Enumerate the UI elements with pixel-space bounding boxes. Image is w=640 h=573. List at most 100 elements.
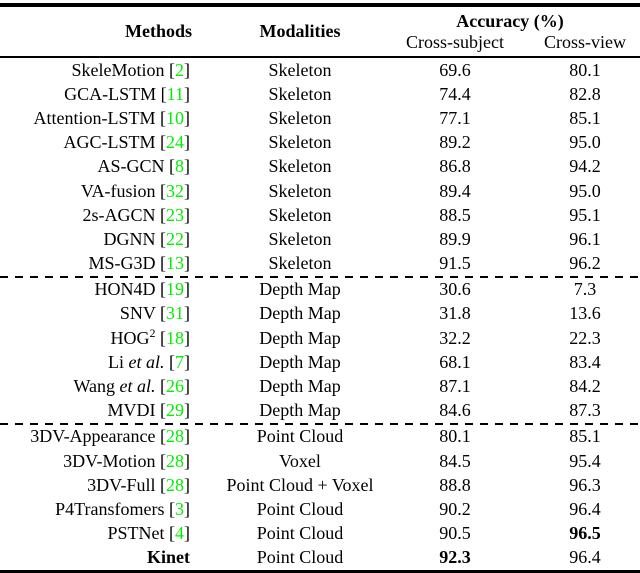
method-name: P4Transfomers [55, 498, 165, 519]
method-cell: MVDI [29] [107, 400, 191, 421]
cross-view-value: 95.0 [569, 132, 601, 153]
method-name: HON4D [94, 279, 156, 300]
cross-view-value: 85.1 [569, 426, 601, 447]
table-row: AGC-LSTM [24] Skeleton 89.2 95.0 [0, 131, 640, 155]
table-header-rule [0, 56, 640, 58]
cross-view-value: 94.2 [569, 156, 601, 177]
citation-ref[interactable]: 23 [166, 204, 184, 225]
table-group: 3DV-Appearance [28] Point Cloud 80.1 85.1 3D… [0, 425, 640, 570]
method-cell: 3DV-Appearance [28] [30, 426, 190, 447]
et-al-text: et al. [115, 376, 156, 397]
cross-view-value: 80.1 [569, 59, 601, 80]
method-name: SNV [119, 303, 156, 324]
citation-ref[interactable]: 11 [166, 83, 184, 104]
cross-view-value: 96.3 [569, 474, 601, 495]
table-header: Methods Modalities Accuracy (%) Cross-su… [0, 7, 640, 56]
citation-ref[interactable]: 4 [175, 523, 184, 544]
modality-cell: Point Cloud [256, 426, 344, 447]
method-name: 3DV-Full [87, 474, 156, 495]
cross-subject-value: 69.6 [439, 59, 471, 80]
citation-ref[interactable]: 32 [166, 180, 184, 201]
cross-subject-value: 89.4 [439, 180, 471, 201]
method-cell: SkeleMotion [2] [71, 59, 191, 80]
cross-view-value: 95.0 [569, 180, 601, 201]
method-cell: HOG2 [18] [110, 325, 191, 348]
modality-cell: Depth Map [259, 351, 341, 372]
citation-ref[interactable]: 2 [175, 59, 184, 80]
method-name: 3DV-Motion [63, 450, 156, 471]
method-name: Attention-LSTM [33, 107, 156, 128]
method-cell: 3DV-Full [28] [87, 474, 190, 495]
table-row: Wang et al. [26] Depth Map 87.1 84.2 [0, 374, 640, 398]
citation-ref[interactable]: 22 [166, 228, 184, 249]
citation-ref[interactable]: 28 [166, 450, 184, 471]
table-row: SkeleMotion [2] Skeleton 69.6 80.1 [0, 58, 640, 82]
modality-cell: Skeleton [268, 59, 332, 80]
citation-ref[interactable]: 3 [175, 498, 184, 519]
cross-view-value: 84.2 [569, 376, 601, 397]
table-row: 3DV-Appearance [28] Point Cloud 80.1 85.1 [0, 425, 640, 449]
table-row: HON4D [19] Depth Map 30.6 7.3 [0, 278, 640, 302]
cross-subject-value: 77.1 [439, 107, 471, 128]
table-row: MVDI [29] Depth Map 84.6 87.3 [0, 399, 640, 423]
citation-ref[interactable]: 29 [166, 400, 184, 421]
cross-view-value: 13.6 [569, 303, 601, 324]
modality-cell: Voxel [279, 450, 321, 471]
table-row: Attention-LSTM [10] Skeleton 77.1 85.1 [0, 106, 640, 130]
method-cell: PSTNet [4] [107, 523, 190, 544]
citation-ref[interactable]: 7 [175, 351, 184, 372]
table-row: DGNN [22] Skeleton 89.9 96.1 [0, 227, 640, 251]
cross-view-value: 82.8 [569, 83, 601, 104]
method-name: AGC-LSTM [63, 132, 156, 153]
table-row: MS-G3D [13] Skeleton 91.5 96.2 [0, 252, 640, 276]
cross-view-value: 95.4 [569, 450, 601, 471]
cross-subject-value: 86.8 [439, 156, 471, 177]
citation-ref[interactable]: 28 [166, 474, 184, 495]
method-cell: P4Transfomers [3] [55, 498, 190, 519]
cross-subject-value: 68.1 [439, 351, 471, 372]
citation-ref[interactable]: 19 [166, 279, 184, 300]
cross-view-value: 85.1 [569, 107, 601, 128]
table-row: 3DV-Full [28] Point Cloud + Voxel 88.8 96.3 [0, 473, 640, 497]
citation-ref[interactable]: 13 [166, 253, 184, 274]
modality-cell: Skeleton [268, 156, 332, 177]
modality-cell: Point Cloud [256, 547, 344, 568]
cross-subject-value: 88.5 [439, 204, 471, 225]
method-cell: 3DV-Motion [28] [63, 450, 190, 471]
modality-cell: Skeleton [268, 253, 332, 274]
citation-ref[interactable]: 10 [166, 107, 184, 128]
table-row: SNV [31] Depth Map 31.8 13.6 [0, 302, 640, 326]
table-row: 2s-AGCN [23] Skeleton 88.5 95.1 [0, 203, 640, 227]
modality-cell: Point Cloud [256, 523, 344, 544]
citation-ref[interactable]: 24 [166, 132, 184, 153]
modality-cell: Skeleton [268, 83, 332, 104]
method-name: AS-GCN [97, 156, 165, 177]
modality-cell: Depth Map [259, 327, 341, 348]
method-superscript: 2 [149, 325, 156, 340]
cross-subject-value: 31.8 [439, 303, 471, 324]
cross-subject-value: 89.9 [439, 228, 471, 249]
citation-ref[interactable]: 26 [166, 376, 184, 397]
column-header-methods: Methods [125, 21, 192, 41]
cross-view-value: 96.1 [569, 228, 601, 249]
cross-view-value: 87.3 [569, 400, 601, 421]
citation-ref[interactable]: 18 [166, 327, 184, 348]
citation-ref[interactable]: 8 [175, 156, 184, 177]
cross-subject-value: 74.4 [439, 83, 471, 104]
cross-subject-value: 80.1 [439, 426, 471, 447]
table-row: VA-fusion [32] Skeleton 89.4 95.0 [0, 179, 640, 203]
citation-ref[interactable]: 31 [166, 303, 184, 324]
table-top-rule [0, 3, 640, 7]
cross-view-value: 96.4 [569, 547, 601, 568]
group-separator-dashed-rule [0, 275, 640, 278]
modality-cell: Depth Map [259, 279, 341, 300]
method-name: Wang [73, 376, 115, 397]
cross-subject-value: 88.8 [439, 474, 471, 495]
method-name: MS-G3D [88, 253, 156, 274]
method-cell: VA-fusion [32] [80, 180, 190, 201]
method-cell: HON4D [19] [94, 279, 191, 300]
citation-ref[interactable]: 28 [166, 426, 184, 447]
method-cell: 2s-AGCN [23] [82, 204, 190, 225]
modality-cell: Skeleton [268, 204, 332, 225]
table-group: HON4D [19] Depth Map 30.6 7.3 SNV [31] Depth … [0, 278, 640, 423]
